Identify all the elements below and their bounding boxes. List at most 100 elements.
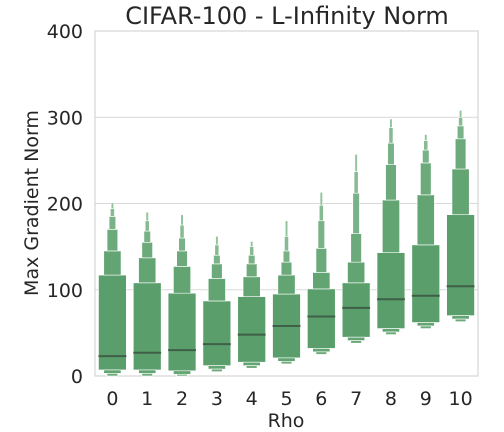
boxen-level (446, 214, 475, 316)
boxen-level (282, 250, 291, 263)
x-tick-label: 4 (246, 388, 258, 410)
boxen-level (284, 235, 289, 252)
boxen-level (211, 368, 223, 372)
boxen-level (250, 241, 254, 247)
boxen-level (454, 138, 467, 170)
x-tick-label: 10 (448, 388, 472, 410)
boxen-level (143, 230, 151, 243)
boxen-level (350, 340, 362, 344)
boxen-level (312, 272, 331, 290)
boxen-level (178, 237, 186, 252)
boxen-group (237, 241, 266, 369)
boxen-level (138, 257, 157, 284)
boxen-level (106, 229, 119, 252)
boxen-level (456, 125, 465, 140)
x-tick-label: 8 (385, 388, 397, 410)
boxen-level (207, 278, 226, 302)
boxen-level (317, 220, 325, 249)
boxen-level (249, 246, 255, 256)
boxen-level (214, 244, 220, 256)
boxen-level (347, 336, 366, 341)
boxen-group (376, 118, 406, 335)
boxen-level (280, 261, 293, 276)
x-tick-label: 3 (211, 388, 223, 410)
boxen-level (144, 220, 150, 232)
boxen-level (458, 116, 463, 127)
boxen-level (422, 149, 430, 164)
boxen-level (207, 365, 226, 370)
boxen-level (176, 250, 188, 267)
boxen-level (277, 357, 296, 362)
boxen-level (353, 171, 359, 194)
boxen-level (416, 194, 435, 246)
boxen-group (167, 214, 197, 377)
boxen-level (180, 214, 184, 226)
boxen-level (451, 315, 470, 320)
plot-area-frame (94, 30, 479, 377)
boxen-level (138, 369, 157, 374)
boxen-level (110, 202, 114, 209)
y-tick-label: 0 (71, 366, 83, 388)
boxen-level (382, 328, 400, 333)
boxen-group (446, 110, 475, 322)
y-tick-label: 200 (47, 194, 83, 216)
x-tick-labels: 0 1 2 3 4 5 6 7 8 9 10 (106, 388, 472, 410)
boxen-level (167, 292, 197, 372)
boxen-level (451, 168, 470, 216)
boxen-level (213, 254, 221, 265)
boxen-level (382, 199, 400, 253)
boxen-level (202, 300, 232, 366)
x-tick-label: 5 (280, 388, 292, 410)
y-tick-label: 100 (47, 280, 83, 302)
boxen-level (173, 266, 191, 294)
boxen-level (416, 322, 435, 327)
y-tick-labels: 0 100 200 300 400 (47, 21, 83, 388)
boxen-group (202, 235, 232, 372)
boxen-level (106, 373, 119, 377)
boxen-level (145, 211, 149, 222)
x-tick-label: 9 (420, 388, 432, 410)
boxen-level (424, 134, 428, 141)
boxen-level (133, 282, 162, 371)
boxen-level (312, 348, 331, 353)
boxen-group (272, 220, 301, 365)
boxen-group (98, 202, 127, 377)
boxen-level (420, 162, 432, 196)
boxen-level (248, 254, 256, 265)
x-tick-label: 6 (315, 388, 327, 410)
x-tick-label: 0 (106, 388, 118, 410)
boxen-level (315, 351, 327, 355)
boxen-level (420, 325, 432, 329)
y-tick-label: 400 (47, 21, 83, 43)
boxen-level (354, 154, 358, 172)
boxen-level (315, 248, 327, 273)
boxen-level (352, 192, 360, 234)
x-tick-label: 7 (350, 388, 362, 410)
y-tick-label: 300 (47, 107, 83, 129)
boxen-level (277, 274, 296, 295)
boxen-level (388, 127, 394, 144)
boxen-level (307, 288, 336, 349)
boxen-level (376, 252, 406, 329)
boxen-group (341, 154, 371, 344)
boxen-level (319, 191, 323, 206)
boxen-level (459, 110, 463, 118)
boxen-level (179, 224, 185, 239)
boxen-level (389, 118, 393, 128)
boxen-level (246, 365, 258, 369)
boxen-level (318, 204, 324, 222)
x-tick-label: 1 (141, 388, 153, 410)
boxen-level (108, 216, 117, 230)
boxen-level (173, 370, 191, 375)
chart-title: CIFAR-100 - L-Infinity Norm (125, 2, 449, 30)
boxen-level (176, 373, 188, 377)
boxen-group (133, 211, 162, 377)
boxen-level (215, 235, 219, 246)
boxen-level (411, 244, 441, 323)
boxen-level (385, 164, 397, 201)
boxen-boxes (98, 110, 475, 377)
y-axis-label: Max Gradient Norm (21, 110, 43, 296)
boxen-level (423, 140, 429, 151)
boxen-level (103, 369, 122, 374)
